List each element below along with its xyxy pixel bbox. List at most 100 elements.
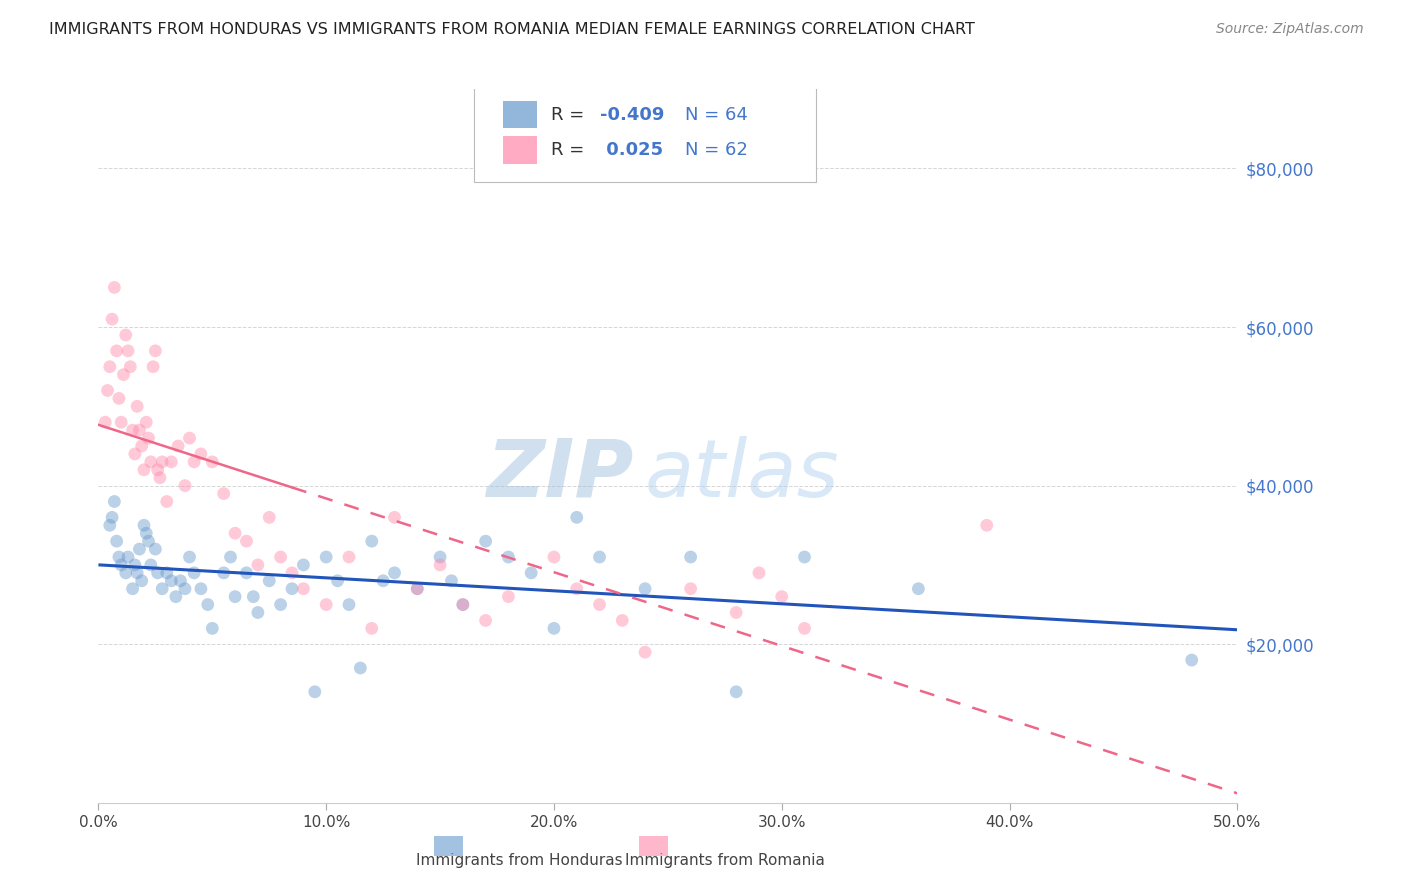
Point [139, 455, 162, 469]
Text: ZIP: ZIP [486, 435, 634, 514]
Point [183, 455, 205, 469]
Point [156, 566, 179, 580]
Point [98, 359, 121, 374]
Point [117, 549, 139, 564]
Point [169, 574, 191, 588]
Point [101, 312, 124, 326]
Point [179, 431, 201, 445]
Point [384, 566, 406, 580]
Point [114, 328, 136, 343]
Point [201, 455, 224, 469]
Point [174, 478, 197, 492]
Text: 0.025: 0.025 [599, 141, 662, 159]
Point [139, 558, 162, 572]
Point [270, 598, 292, 612]
Point [135, 526, 157, 541]
Point [315, 598, 337, 612]
Point [201, 621, 224, 635]
Point [160, 455, 183, 469]
Point [349, 661, 371, 675]
Point [588, 598, 610, 612]
Point [219, 549, 242, 564]
Point [337, 598, 360, 612]
Point [1181, 653, 1204, 667]
Point [384, 510, 406, 524]
Point [246, 558, 269, 572]
Point [634, 582, 657, 596]
Point [976, 518, 998, 533]
Point [326, 574, 349, 588]
Point [360, 621, 382, 635]
Point [242, 590, 264, 604]
Point [748, 566, 770, 580]
FancyBboxPatch shape [434, 837, 463, 856]
Point [793, 549, 815, 564]
Point [132, 518, 155, 533]
Point [112, 368, 135, 382]
Point [132, 463, 155, 477]
Point [190, 447, 212, 461]
Point [165, 590, 187, 604]
Point [679, 582, 702, 596]
Point [725, 685, 748, 699]
Point [246, 606, 269, 620]
Point [145, 542, 167, 557]
Point [197, 598, 219, 612]
FancyBboxPatch shape [474, 86, 815, 182]
Point [127, 400, 149, 414]
Point [406, 582, 429, 596]
Point [281, 566, 304, 580]
Text: IMMIGRANTS FROM HONDURAS VS IMMIGRANTS FROM ROMANIA MEDIAN FEMALE EARNINGS CORRE: IMMIGRANTS FROM HONDURAS VS IMMIGRANTS F… [49, 22, 976, 37]
Point [135, 415, 157, 429]
Point [105, 534, 128, 549]
Point [474, 534, 496, 549]
Point [451, 598, 474, 612]
Text: N = 64: N = 64 [685, 105, 748, 123]
Point [108, 392, 131, 406]
Point [588, 549, 610, 564]
Point [520, 566, 543, 580]
Point [371, 574, 394, 588]
Point [451, 598, 474, 612]
Point [270, 549, 292, 564]
Point [679, 549, 702, 564]
Point [429, 558, 451, 572]
Point [292, 558, 315, 572]
Point [105, 343, 128, 358]
Point [101, 510, 124, 524]
Point [138, 431, 160, 445]
Point [429, 549, 451, 564]
Text: atlas: atlas [645, 435, 839, 514]
Point [94, 415, 117, 429]
Point [212, 486, 235, 500]
Point [793, 621, 815, 635]
Point [235, 534, 257, 549]
Point [406, 582, 429, 596]
Point [907, 582, 929, 596]
Point [259, 510, 281, 524]
FancyBboxPatch shape [503, 101, 537, 128]
Point [103, 494, 125, 508]
Point [315, 549, 337, 564]
Text: Immigrants from Romania: Immigrants from Romania [624, 853, 825, 868]
Point [167, 439, 190, 453]
Point [127, 566, 149, 580]
Point [224, 526, 246, 541]
Point [156, 494, 179, 508]
Text: R =: R = [551, 141, 589, 159]
Point [146, 463, 169, 477]
Point [142, 359, 165, 374]
Point [110, 415, 132, 429]
Point [292, 582, 315, 596]
Text: -0.409: -0.409 [599, 105, 664, 123]
Point [224, 590, 246, 604]
Text: Source: ZipAtlas.com: Source: ZipAtlas.com [1216, 22, 1364, 37]
Point [565, 582, 588, 596]
Point [160, 574, 183, 588]
Point [124, 558, 146, 572]
Point [634, 645, 657, 659]
Point [543, 621, 565, 635]
Point [98, 518, 121, 533]
Point [149, 471, 172, 485]
Point [179, 549, 201, 564]
